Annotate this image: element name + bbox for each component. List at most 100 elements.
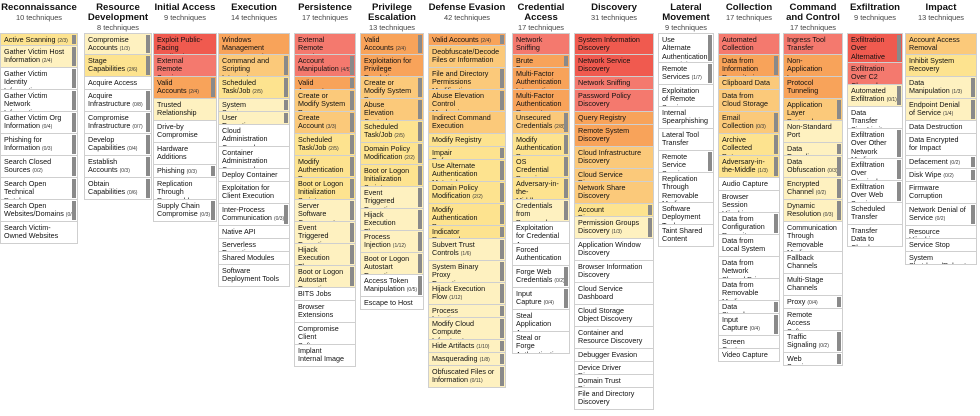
technique-cell[interactable]: Phishing for Information (0/3) (0, 134, 78, 156)
expand-subtechniques-handle[interactable] (350, 201, 354, 220)
expand-subtechniques-handle[interactable] (284, 113, 288, 123)
expand-subtechniques-handle[interactable] (564, 157, 568, 176)
expand-subtechniques-handle[interactable] (971, 78, 975, 97)
expand-subtechniques-handle[interactable] (837, 144, 841, 154)
technique-cell[interactable]: Valid Accounts(2/4) (428, 33, 506, 46)
tactic-header[interactable]: Exfiltration 9 techniques (847, 0, 903, 32)
expand-subtechniques-handle[interactable] (648, 218, 652, 237)
technique-cell[interactable]: Domain Policy Modification (2/2) (360, 143, 424, 165)
expand-subtechniques-handle[interactable] (897, 86, 901, 105)
technique-cell[interactable]: Audio Capture (718, 178, 780, 191)
technique-cell[interactable]: Lateral Tool Transfer (658, 129, 714, 151)
technique-cell[interactable]: Exploitation of Remote Services (658, 85, 714, 107)
technique-cell[interactable]: Automated Exfiltration (0/1) (847, 85, 903, 107)
technique-cell[interactable]: Command and Scripting Interpreter(3/9) (218, 55, 290, 77)
expand-subtechniques-handle[interactable] (146, 91, 150, 110)
technique-cell[interactable]: Multi-Stage Channels (783, 274, 843, 296)
expand-subtechniques-handle[interactable] (500, 284, 504, 303)
expand-subtechniques-handle[interactable] (500, 227, 504, 237)
technique-cell[interactable]: Native API (218, 226, 290, 239)
technique-cell[interactable]: Data from Configuration Repository(0/2) (718, 213, 780, 235)
tactic-header[interactable]: Command and Control 17 techniques (783, 0, 843, 33)
technique-cell[interactable]: Boot or Logon Initialization Scripts(1/5… (360, 165, 424, 187)
expand-subtechniques-handle[interactable] (350, 223, 354, 242)
technique-cell[interactable]: User Execution(1/3) (218, 112, 290, 125)
expand-subtechniques-handle[interactable] (146, 157, 150, 176)
expand-subtechniques-handle[interactable] (72, 135, 76, 154)
technique-cell[interactable]: Inhibit System Recovery (905, 55, 977, 77)
technique-cell[interactable]: Compromise Accounts (1/3) (84, 33, 152, 55)
technique-cell[interactable]: Email Collection (0/3) (718, 112, 780, 134)
expand-subtechniques-handle[interactable] (418, 254, 422, 273)
technique-cell[interactable]: Archive Collected Data(1/3) (718, 134, 780, 156)
technique-cell[interactable]: Defacement (0/2) (905, 156, 977, 169)
expand-subtechniques-handle[interactable] (350, 245, 354, 264)
technique-cell[interactable]: Exploit Public-Facing Application (153, 33, 217, 55)
expand-subtechniques-handle[interactable] (897, 130, 901, 157)
technique-cell[interactable]: Ingress Tool Transfer (783, 33, 843, 55)
technique-cell[interactable]: Scheduled Task/Job (2/5) (360, 121, 424, 143)
technique-cell[interactable]: Acquire Access (84, 77, 152, 90)
expand-subtechniques-handle[interactable] (350, 179, 354, 198)
expand-subtechniques-handle[interactable] (418, 78, 422, 97)
technique-cell[interactable]: Network Sniffing (574, 77, 654, 90)
technique-cell[interactable]: Gather Victim Identity Information(0/3) (0, 68, 78, 90)
technique-cell[interactable]: Input Capture (0/4) (718, 314, 780, 336)
technique-cell[interactable]: Obfuscated Files or Information (0/11) (428, 366, 506, 388)
technique-cell[interactable]: Credentials from Password Stores(1/5) (512, 200, 570, 222)
expand-subtechniques-handle[interactable] (500, 367, 504, 386)
technique-cell[interactable]: Scheduled Task/Job (2/5) (294, 134, 356, 156)
expand-subtechniques-handle[interactable] (146, 35, 150, 53)
technique-cell[interactable]: Modify Authentication Process(3/4) (428, 204, 506, 226)
expand-subtechniques-handle[interactable] (708, 35, 712, 61)
expand-subtechniques-handle[interactable] (837, 100, 841, 119)
technique-cell[interactable]: Domain Policy Modification (2/2) (428, 182, 506, 204)
technique-cell[interactable]: Cloud Administration Command (218, 125, 290, 147)
tactic-header[interactable]: Initial Access 9 techniques (153, 0, 217, 32)
technique-cell[interactable]: System Shutdown/Reboot (905, 252, 977, 265)
technique-cell[interactable]: Hijack Execution Flow(1/12) (294, 244, 356, 266)
expand-subtechniques-handle[interactable] (564, 289, 568, 308)
technique-cell[interactable]: Hijack Execution Flow(1/12) (360, 209, 424, 231)
technique-cell[interactable]: Automated Collection (718, 33, 780, 55)
technique-cell[interactable]: Traffic Signaling (0/2) (783, 331, 843, 353)
technique-cell[interactable]: Internal Spearphishing (658, 107, 714, 129)
technique-cell[interactable]: Account Access Removal (905, 33, 977, 55)
technique-cell[interactable]: Debugger Evasion (574, 349, 654, 362)
expand-subtechniques-handle[interactable] (500, 319, 504, 338)
technique-cell[interactable]: Implant Internal Image (294, 345, 356, 367)
technique-cell[interactable]: Firmware Corruption (905, 182, 977, 204)
expand-subtechniques-handle[interactable] (564, 135, 568, 154)
technique-cell[interactable]: Server Software Component(1/5) (294, 200, 356, 222)
expand-subtechniques-handle[interactable] (500, 91, 504, 110)
expand-subtechniques-handle[interactable] (350, 157, 354, 176)
expand-subtechniques-handle[interactable] (564, 113, 568, 132)
technique-cell[interactable]: Shared Modules (218, 252, 290, 265)
technique-cell[interactable]: Data from Local System (718, 235, 780, 257)
expand-subtechniques-handle[interactable] (837, 297, 841, 307)
technique-cell[interactable]: File and Directory Discovery (574, 388, 654, 410)
tactic-header[interactable]: Collection 17 techniques (718, 0, 780, 32)
expand-subtechniques-handle[interactable] (211, 201, 215, 220)
technique-cell[interactable]: Phishing (0/3) (153, 165, 217, 178)
technique-cell[interactable]: Valid Accounts(2/4) (153, 77, 217, 99)
expand-subtechniques-handle[interactable] (500, 240, 504, 259)
expand-subtechniques-handle[interactable] (146, 113, 150, 132)
technique-cell[interactable]: Software Deployment Tools (218, 265, 290, 287)
technique-cell[interactable]: External Remote Services (153, 55, 217, 77)
technique-cell[interactable]: Account Discovery(1/4) (574, 204, 654, 217)
technique-cell[interactable]: Remote Services (1/7) (658, 63, 714, 85)
expand-subtechniques-handle[interactable] (72, 47, 76, 66)
expand-subtechniques-handle[interactable] (284, 78, 288, 97)
technique-cell[interactable]: Remote System Discovery (574, 125, 654, 147)
expand-subtechniques-handle[interactable] (146, 135, 150, 154)
technique-cell[interactable]: Clipboard Data (718, 77, 780, 90)
technique-cell[interactable]: Acquire Infrastructure (0/8) (84, 90, 152, 112)
technique-cell[interactable]: Indicator Removal(2/9) (428, 226, 506, 239)
technique-cell[interactable]: Replication Through Removable Media (153, 178, 217, 200)
technique-cell[interactable]: Brute Force(1/4) (512, 55, 570, 68)
tactic-header[interactable]: Impact 13 techniques (905, 0, 977, 32)
technique-cell[interactable]: Hardware Additions (153, 143, 217, 165)
expand-subtechniques-handle[interactable] (897, 35, 901, 61)
technique-cell[interactable]: BITS Jobs (294, 288, 356, 301)
